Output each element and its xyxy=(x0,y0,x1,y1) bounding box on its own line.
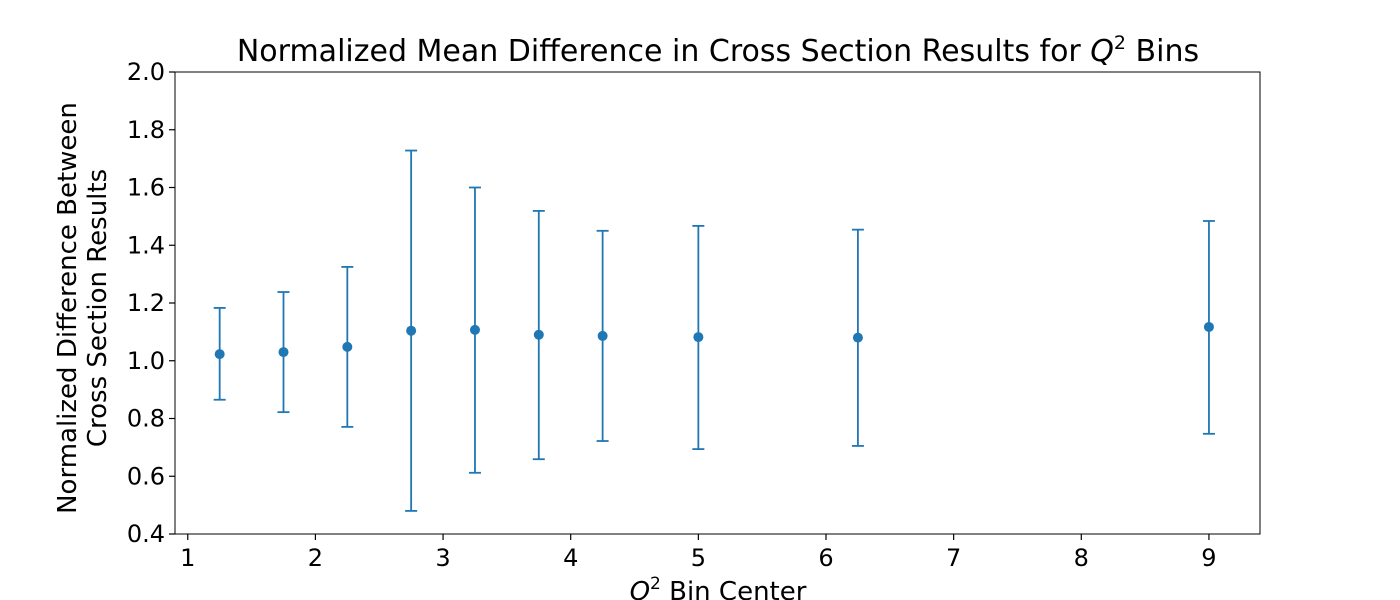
x-axis-label-suffix: Bin Center xyxy=(661,577,807,600)
x-axis-label-exponent: 2 xyxy=(650,574,661,594)
y-tick-label: 1.4 xyxy=(127,231,165,259)
chart-title-symbol: Q xyxy=(1090,34,1114,69)
data-point xyxy=(1203,321,1214,332)
y-tick-label: 0.6 xyxy=(127,462,165,490)
x-tick-label: 5 xyxy=(691,544,706,572)
x-tick-label: 8 xyxy=(1074,544,1089,572)
x-axis-label-symbol: Q xyxy=(630,577,650,600)
x-tick-label: 4 xyxy=(563,544,578,572)
y-tick-label: 0.4 xyxy=(127,520,165,548)
y-tick-label: 1.2 xyxy=(127,289,165,317)
data-point xyxy=(693,332,704,343)
chart-title-exponent: 2 xyxy=(1114,32,1126,54)
chart-title-suffix: Bins xyxy=(1126,34,1199,69)
y-axis-label-line-1: Normalized Difference Between xyxy=(53,102,83,514)
x-tick-label: 3 xyxy=(435,544,450,572)
data-point xyxy=(278,347,289,358)
data-series xyxy=(213,149,1215,512)
y-axis-label: Normalized Difference BetweenCross Secti… xyxy=(53,102,113,514)
x-tick-label: 9 xyxy=(1201,544,1216,572)
x-axis: 1 2 3 4 5 6 7 8 9 xyxy=(180,534,1217,572)
x-tick-label: 1 xyxy=(180,544,195,572)
x-tick-label: 6 xyxy=(818,544,833,572)
data-point xyxy=(342,341,353,352)
data-point xyxy=(597,330,608,341)
y-tick-label: 2.0 xyxy=(127,58,165,86)
data-point xyxy=(406,325,417,336)
y-axis: 0.4 0.6 0.8 1.0 1.2 1.4 1.6 1.8 2.0 xyxy=(127,58,175,548)
y-tick-label: 1.6 xyxy=(127,174,165,202)
data-point xyxy=(214,349,225,360)
data-point xyxy=(852,332,863,343)
data-point xyxy=(533,329,544,340)
x-tick-label: 7 xyxy=(946,544,961,572)
chart-title: Normalized Mean Difference in Cross Sect… xyxy=(237,32,1199,69)
plot-frame xyxy=(174,71,1261,535)
y-tick-label: 1.8 xyxy=(127,116,165,144)
y-tick-label: 1.0 xyxy=(127,347,165,375)
y-tick-label: 0.8 xyxy=(127,405,165,433)
chart-title-prefix: Normalized Mean Difference in Cross Sect… xyxy=(237,34,1090,69)
y-axis-label-line-2: Cross Section Results xyxy=(83,169,113,447)
x-tick-label: 2 xyxy=(308,544,323,572)
data-point xyxy=(469,324,480,335)
x-axis-label: Q2 Bin Center xyxy=(630,574,807,600)
